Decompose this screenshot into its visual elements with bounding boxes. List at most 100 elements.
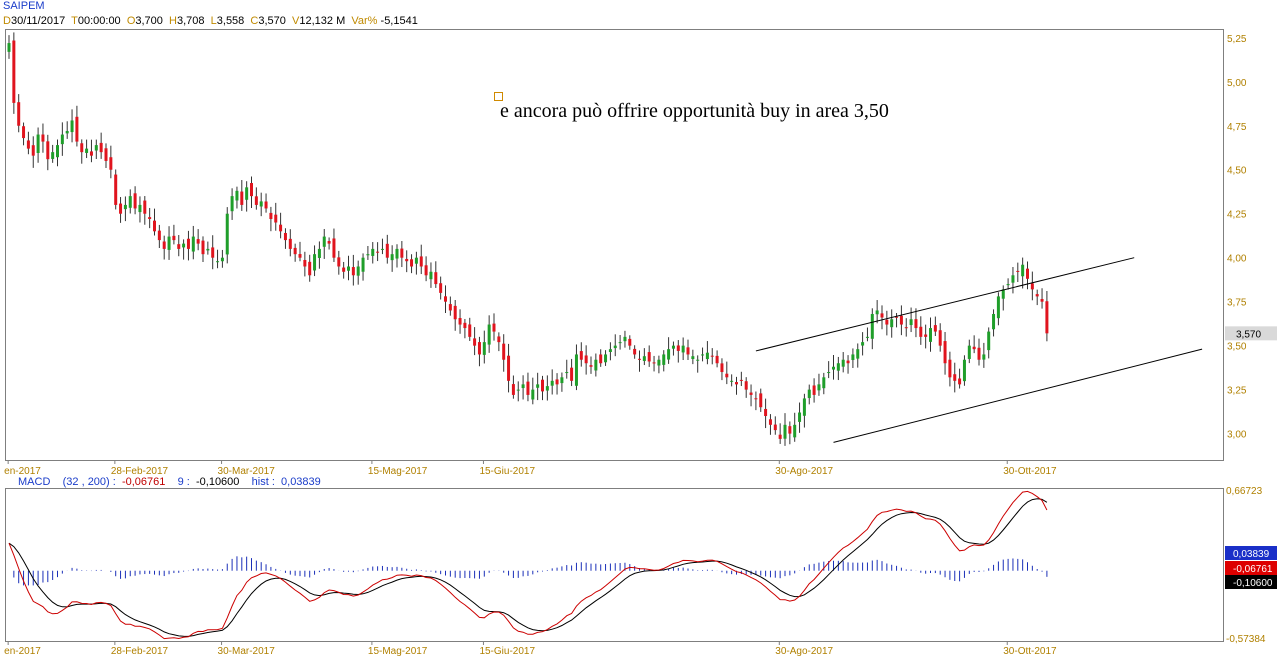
channel-upper-line	[755, 257, 1135, 352]
candle-body	[448, 304, 452, 311]
candle-body	[250, 183, 253, 197]
candle-body	[841, 359, 845, 367]
candle-body	[1016, 270, 1020, 272]
candle-body	[579, 351, 583, 360]
candle-body	[7, 43, 11, 52]
price-x-tick-label: 15-Mag-2017	[368, 466, 428, 477]
time-value: 00:00:00	[77, 15, 121, 27]
candle-body	[788, 426, 792, 434]
candle-body	[123, 204, 127, 210]
price-y-tick-label: 3,25	[1227, 386, 1247, 397]
price-y-tick-label: 3,00	[1227, 430, 1247, 441]
macd-panel-frame	[5, 488, 1224, 642]
candle-body	[516, 389, 520, 391]
candle-body	[390, 254, 394, 261]
candle-body	[177, 244, 181, 249]
candle-body	[730, 380, 734, 382]
open-key: O	[126, 15, 136, 27]
candle-body	[618, 342, 622, 344]
candle-body	[623, 336, 627, 342]
candle-body	[507, 355, 511, 381]
macd-params: (32 , 200) :	[62, 476, 116, 488]
candle-body	[754, 398, 758, 400]
candle-body	[216, 261, 220, 263]
candle-body	[846, 360, 850, 364]
candle-body	[482, 342, 486, 355]
candle-body	[356, 266, 360, 276]
annotation-text[interactable]: e ancora può offrire opportunità buy in …	[500, 100, 889, 122]
candle-body	[725, 373, 729, 378]
candle-body	[293, 247, 297, 255]
candle-body	[914, 319, 918, 329]
macd-x-tick-label: 30-Mar-2017	[218, 646, 276, 657]
macd-y-axis: 0,66723 -0,57384	[1226, 486, 1266, 645]
candle-body	[240, 191, 244, 205]
hist-value: 0,03839	[281, 476, 321, 488]
price-x-axis: en-2017 28-Feb-2017 30-Mar-2017 15-Mag-2017…	[4, 460, 1057, 477]
candle-body	[264, 201, 268, 209]
trend-channel	[755, 257, 1203, 443]
candle-body	[376, 251, 380, 253]
macd-x-tick-label: 30-Ago-2017	[775, 646, 833, 657]
candle-body	[235, 190, 239, 201]
signal-line	[8, 498, 1048, 637]
candle-body	[715, 355, 719, 364]
open-value: 3,700	[135, 15, 163, 27]
candle-body	[259, 201, 263, 207]
time-key: T	[71, 15, 78, 27]
macd-name: MACD	[18, 476, 51, 488]
candle-body	[17, 102, 21, 126]
candle-body	[982, 354, 986, 360]
candle-body	[444, 296, 447, 302]
candle-body	[764, 408, 768, 417]
price-x-tick-label: 28-Feb-2017	[111, 466, 169, 477]
candle-body	[85, 148, 89, 153]
candle-body	[526, 381, 530, 395]
candle-body	[584, 355, 588, 364]
candle-body	[574, 354, 578, 386]
candle-body	[739, 379, 743, 381]
last-price-label: 3,570	[1236, 329, 1261, 340]
price-x-tick-label: 15-Giu-2017	[479, 466, 535, 477]
candle-body	[545, 386, 549, 391]
candle-body	[865, 336, 869, 338]
candle-body	[836, 363, 840, 371]
price-x-tick-label: 30-Ott-2017	[1003, 466, 1057, 477]
candle-body	[31, 145, 35, 156]
candle-body	[143, 200, 147, 214]
candle-body	[749, 392, 753, 395]
last-price-tag: 3,570	[1225, 326, 1277, 341]
candle-body	[996, 296, 1000, 319]
candle-body	[977, 347, 981, 360]
candle-body	[497, 336, 501, 343]
candle-body	[720, 363, 724, 373]
candle-body	[410, 259, 414, 267]
annotation-marker[interactable]	[494, 92, 503, 101]
var-value: -5,1541	[380, 15, 418, 27]
candle-body	[60, 134, 64, 145]
macd-last-label-box	[1225, 575, 1277, 589]
symbol-title: SAIPEM	[3, 0, 45, 12]
candle-body	[274, 214, 278, 223]
candle-body	[856, 349, 860, 359]
candle-body	[424, 265, 428, 276]
candle-body	[419, 256, 423, 267]
candle-body	[366, 254, 370, 256]
candle-body	[332, 238, 336, 258]
candle-body	[167, 236, 171, 250]
candle-body	[405, 258, 409, 262]
candle-body	[283, 232, 287, 241]
macd-x-axis: en-2017 28-Feb-2017 30-Mar-2017 15-Mag-2017…	[4, 641, 1057, 657]
candle-body	[861, 342, 865, 346]
price-y-tick-label: 5,00	[1227, 78, 1247, 89]
candle-body	[385, 243, 389, 258]
candle-body	[245, 187, 249, 200]
candle-body	[589, 365, 593, 367]
candle-body	[41, 134, 45, 142]
candle-body	[94, 145, 98, 151]
candle-body	[477, 342, 481, 355]
candle-body	[710, 355, 714, 357]
candle-body	[604, 354, 608, 363]
candle-body	[429, 271, 433, 280]
low-value: 3,558	[216, 15, 245, 27]
